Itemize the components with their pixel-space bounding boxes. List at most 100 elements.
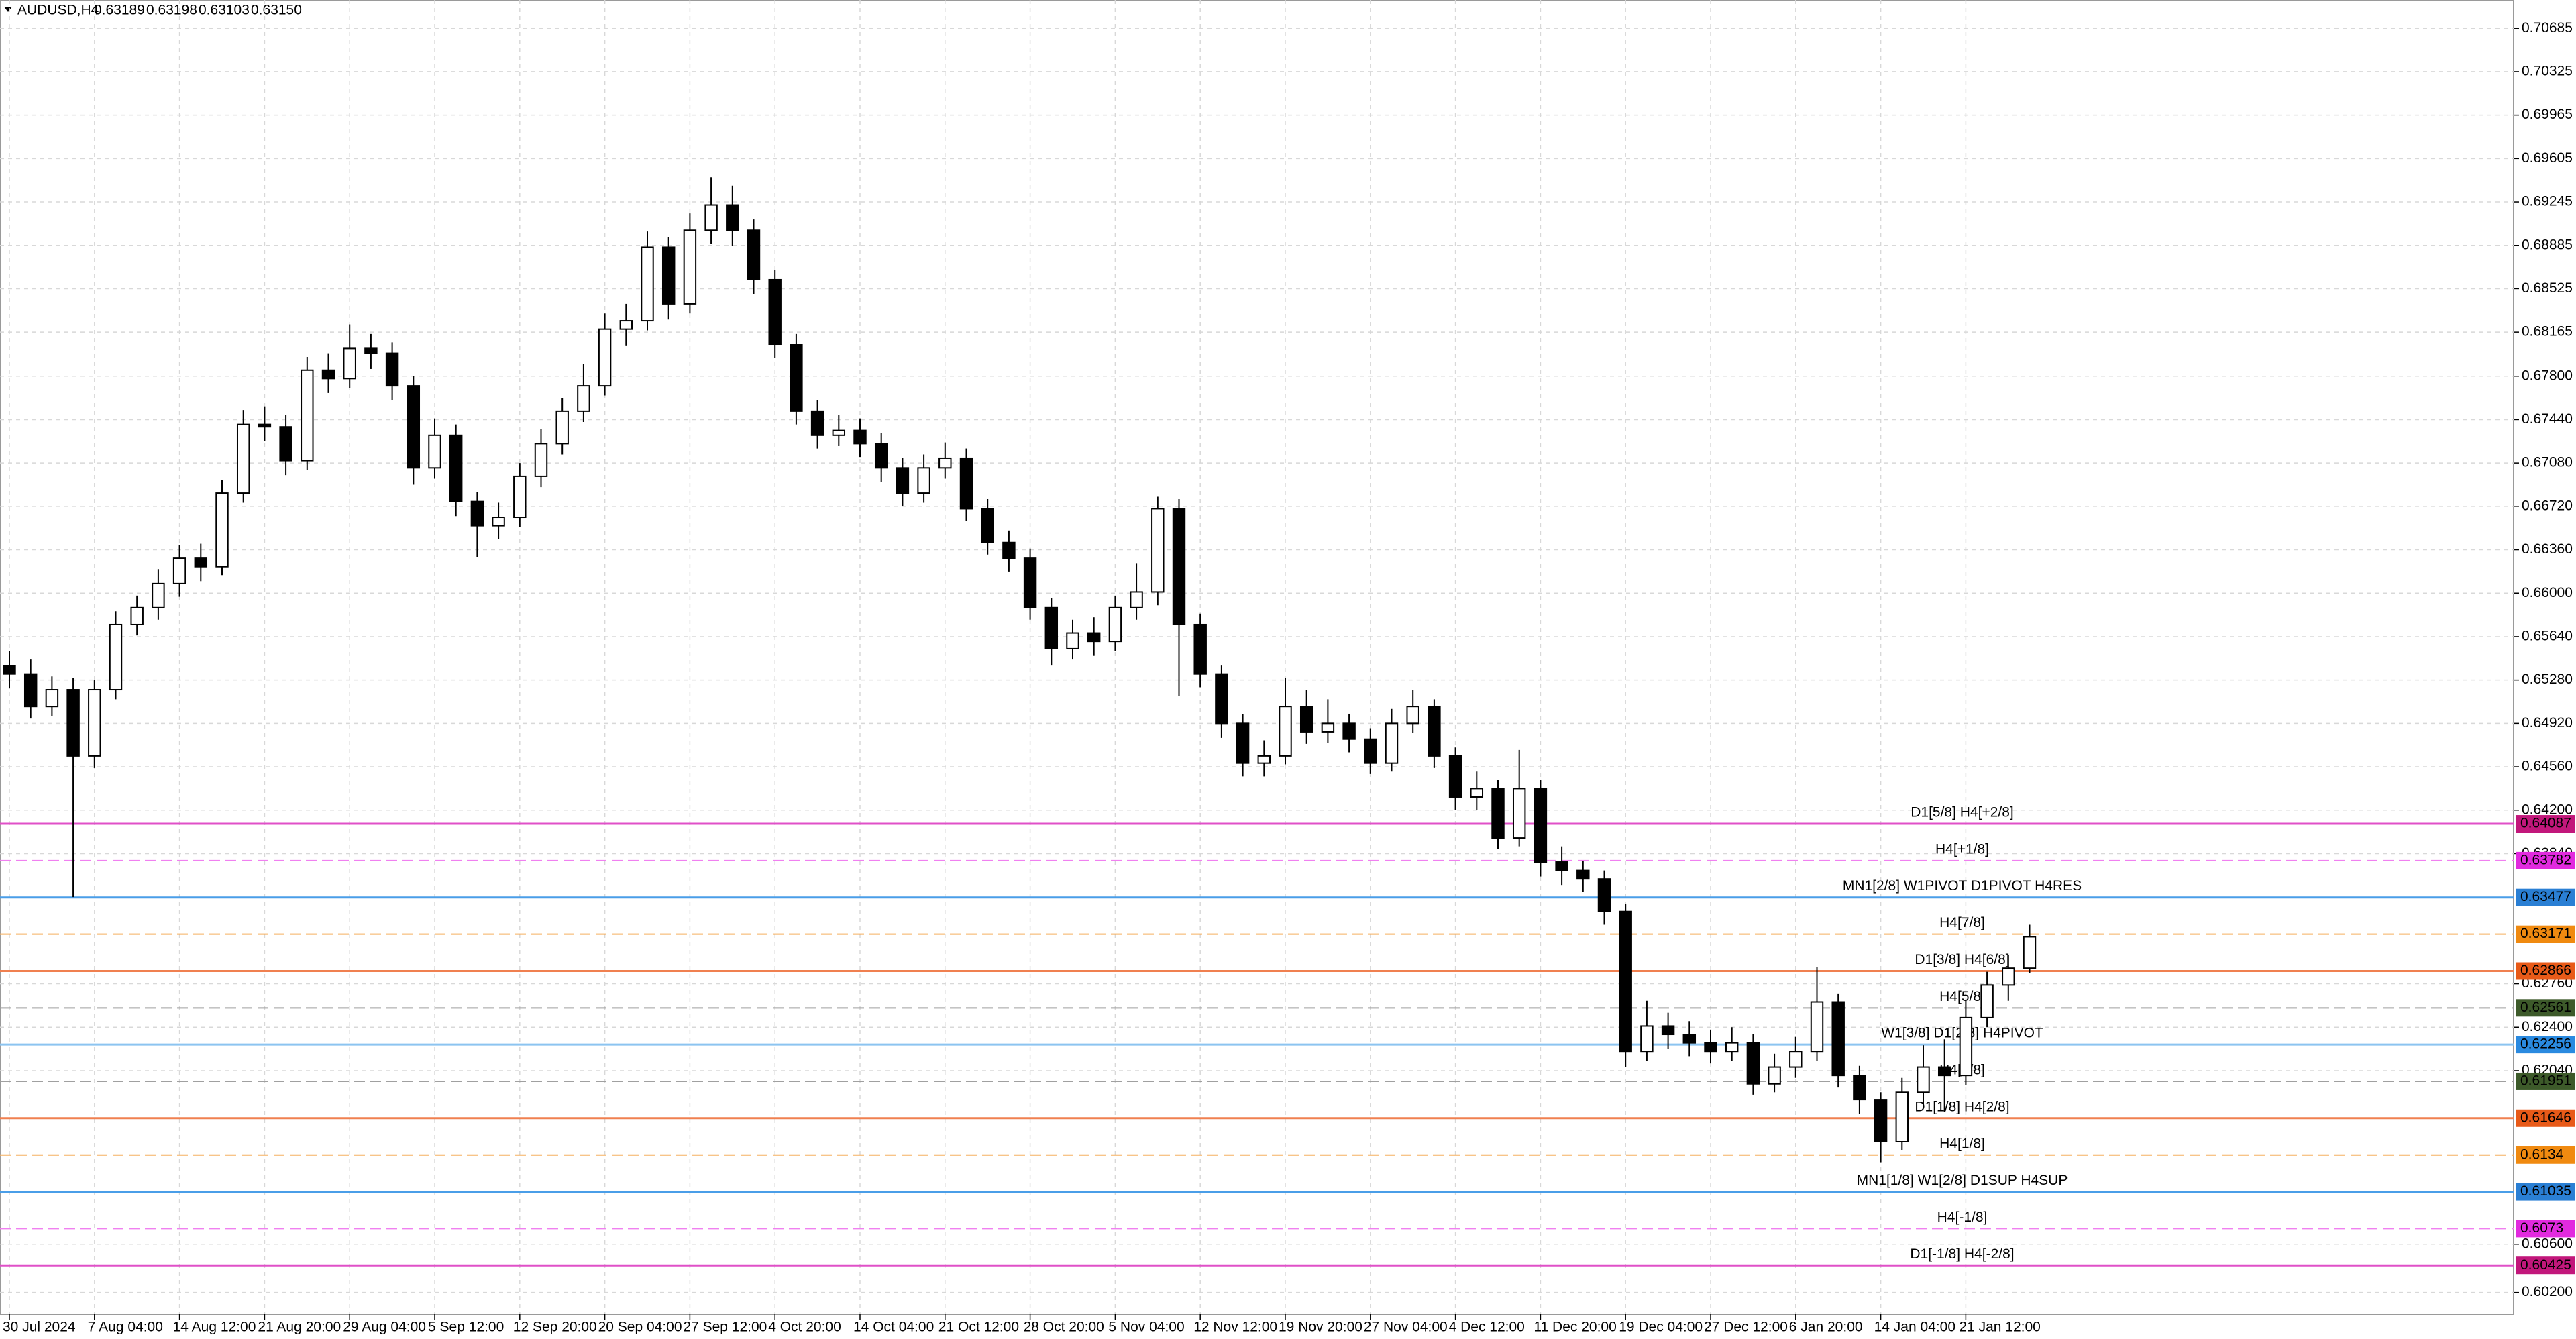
level-tag-label: 0.64087 (2520, 816, 2571, 831)
y-tick-label: 0.70325 (2522, 63, 2573, 78)
candle-body (1257, 755, 1271, 764)
candle-body (1810, 1001, 1824, 1053)
level-tag (2516, 815, 2575, 833)
level-tag (2516, 1109, 2575, 1127)
quote-value: 0.63189 (94, 3, 145, 18)
candle-body (428, 434, 441, 469)
candle-body (1874, 1099, 1888, 1142)
x-tick-label: 5 Sep 12:00 (428, 1320, 504, 1335)
candle-body (1534, 788, 1548, 863)
level-label: MN1[1/8] W1[2/8] D1SUP H4SUP (1857, 1173, 2068, 1188)
y-tick-label: 0.66000 (2522, 585, 2573, 600)
x-tick-label: 6 Jan 20:00 (1789, 1320, 1863, 1335)
candle-body (1491, 788, 1505, 839)
level-tag-label: 0.62866 (2520, 963, 2571, 978)
candle-body (1002, 541, 1016, 559)
candle-body (1980, 984, 1994, 1018)
candle-body (1428, 706, 1441, 757)
level-label: D1[3/8] H4[6/8] (1915, 952, 2009, 967)
level-tag-label: 0.61646 (2520, 1110, 2571, 1125)
quote-value: 0.63150 (251, 3, 302, 18)
y-tick-label: 0.70685 (2522, 20, 2573, 36)
quote-value: 0.63198 (146, 3, 197, 18)
candle-body (1576, 869, 1590, 880)
candle-body (959, 457, 973, 510)
candle-body (747, 229, 761, 280)
x-tick-label: 4 Oct 20:00 (768, 1320, 841, 1335)
candle-body (23, 673, 38, 708)
candle-body (1087, 632, 1101, 643)
level-tag (2516, 1146, 2575, 1164)
y-tick-label: 0.66720 (2522, 498, 2573, 513)
x-tick-label: 14 Oct 04:00 (853, 1320, 934, 1335)
candle-body (492, 517, 505, 527)
y-tick-label: 0.69245 (2522, 194, 2573, 209)
candle-body (917, 467, 930, 494)
candle-body (1746, 1042, 1760, 1085)
level-tag (2516, 962, 2575, 980)
y-tick-label: 0.64200 (2522, 802, 2573, 817)
level-tag-label: 0.63782 (2520, 852, 2571, 867)
level-label: H4[-1/8] (1937, 1210, 1988, 1225)
y-tick-label: 0.68165 (2522, 324, 2573, 339)
x-tick-label: 7 Aug 04:00 (88, 1320, 163, 1335)
candle-body (385, 352, 399, 387)
level-tag (2516, 1036, 2575, 1054)
candle-body (1853, 1075, 1866, 1101)
candle-body (1151, 508, 1165, 593)
candle-body (1279, 706, 1292, 757)
x-tick-label: 30 Jul 2024 (3, 1320, 76, 1335)
level-label: D1[5/8] H4[+2/8] (1911, 805, 2014, 820)
candle-body (555, 410, 569, 445)
collapse-icon[interactable] (4, 7, 12, 12)
candle-body (1215, 673, 1228, 725)
candle-body (1682, 1034, 1697, 1044)
candle-body (896, 467, 910, 494)
x-tick-label: 21 Oct 12:00 (938, 1320, 1019, 1335)
candle-body (1470, 788, 1484, 798)
x-tick-label: 27 Dec 12:00 (1704, 1320, 1788, 1335)
candle-body (1959, 1016, 1973, 1077)
candle-body (66, 689, 80, 757)
y-tick-label: 0.67800 (2522, 368, 2573, 383)
y-tick-label: 0.65640 (2522, 628, 2573, 643)
x-tick-label: 14 Jan 04:00 (1874, 1320, 1955, 1335)
x-tick-label: 19 Nov 20:00 (1279, 1320, 1362, 1335)
symbol-title: AUDUSD,H4 (17, 3, 99, 18)
level-tag-label: 0.60425 (2520, 1257, 2571, 1273)
candle-body (172, 557, 186, 584)
y-tick-label: 0.66360 (2522, 541, 2573, 557)
y-tick-label: 0.68525 (2522, 280, 2573, 296)
level-tag-label: 0.63171 (2520, 926, 2571, 941)
candle-body (152, 582, 165, 608)
candle-body (1640, 1025, 1654, 1053)
candle-body (1108, 606, 1122, 643)
candle-body (1448, 755, 1462, 798)
level-tag (2516, 1183, 2575, 1201)
level-tag-label: 0.6073 (2520, 1220, 2563, 1236)
candle-body (598, 328, 612, 387)
candle-body (407, 385, 421, 469)
level-label: D1[-1/8] H4[-2/8] (1910, 1246, 2014, 1262)
x-tick-label: 28 Oct 20:00 (1024, 1320, 1104, 1335)
candle-body (1406, 706, 1419, 725)
x-tick-label: 27 Sep 12:00 (683, 1320, 767, 1335)
candle-body (1342, 722, 1356, 740)
candle-body (470, 500, 484, 527)
x-tick-label: 12 Nov 12:00 (1193, 1320, 1277, 1335)
candle-body (1597, 878, 1611, 912)
level-tag (2516, 999, 2575, 1017)
candle-body (1555, 861, 1568, 871)
candle-body (45, 689, 59, 708)
y-tick-label: 0.69605 (2522, 150, 2573, 166)
level-tag-label: 0.62561 (2520, 1000, 2571, 1015)
level-label: MN1[2/8] W1PIVOT D1PIVOT H4RES (1843, 878, 2082, 894)
candle-body (853, 429, 867, 445)
candle-body (874, 443, 888, 469)
level-label: D1[1/8] H4[2/8] (1915, 1099, 2009, 1114)
level-tag-label: 0.6134 (2520, 1146, 2564, 1162)
level-label: H4[5/8] (1939, 989, 1985, 1004)
candle-body (1619, 910, 1632, 1053)
candle-body (1044, 606, 1059, 649)
